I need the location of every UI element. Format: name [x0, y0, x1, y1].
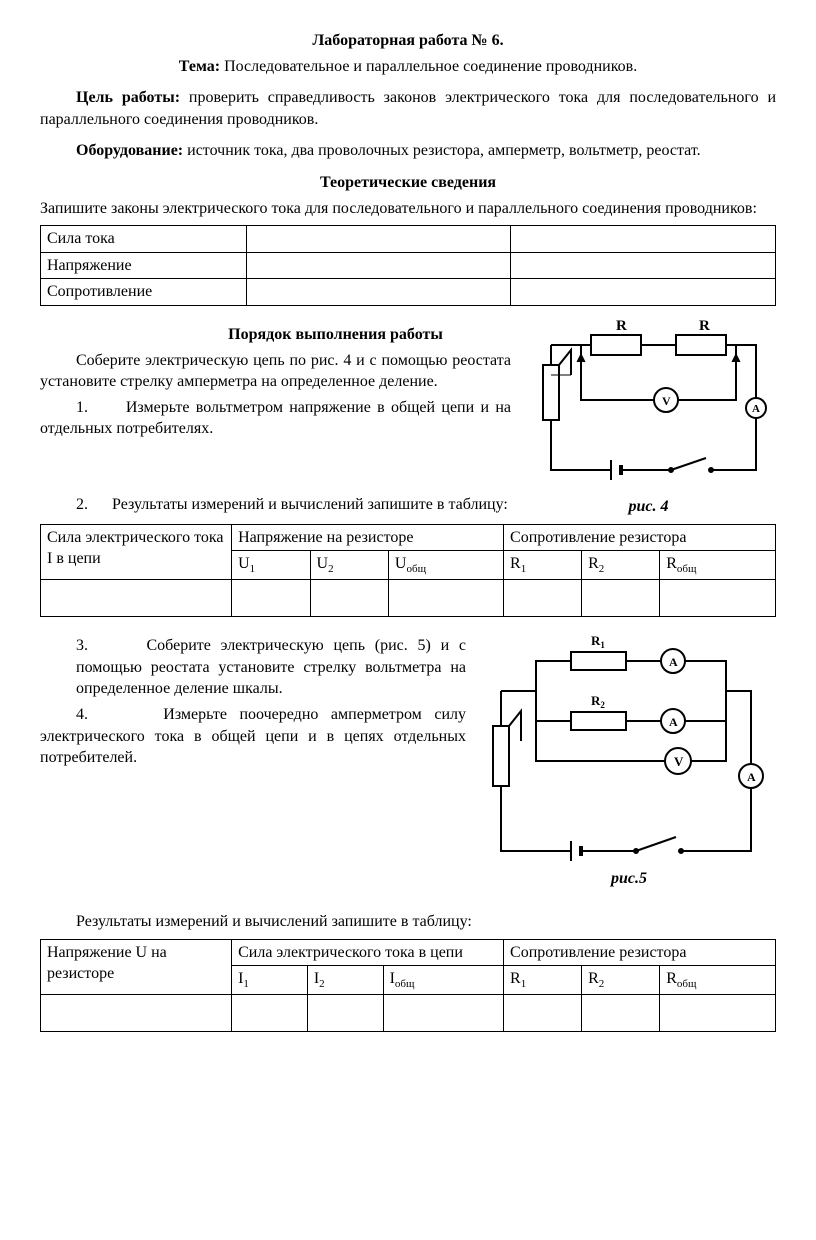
- steps34-text: 3. Соберите электрическую цепь (рис. 5) …: [40, 631, 466, 773]
- table-row: Сопротивление: [41, 279, 776, 306]
- t2-h1: Сила электрического тока I в цепи: [41, 524, 232, 580]
- table-cell: [511, 279, 776, 306]
- step2-row: 2. Результаты измерений и вычислений зап…: [40, 490, 776, 518]
- goal-label: Цель работы:: [76, 89, 180, 106]
- figure-4: R R V A: [521, 320, 776, 490]
- t3-io: Iобщ: [383, 966, 503, 995]
- results-prompt: Результаты измерений и вычислений запиши…: [40, 911, 776, 933]
- equipment-text: источник тока, два проволочных резистора…: [183, 142, 701, 159]
- table-row: Сила тока: [41, 226, 776, 253]
- table-cell: [383, 995, 503, 1032]
- step1-num: 1.: [40, 399, 126, 416]
- table-cell: [310, 580, 388, 617]
- topic-line: Тема: Последовательное и параллельное со…: [40, 56, 776, 78]
- circuit-fig5-svg: R1 R2 A A V A рис.5: [476, 631, 776, 891]
- t3-h2: Сила электрического тока в цепи: [232, 939, 504, 966]
- theory-table: Сила тока Напряжение Сопротивление: [40, 225, 776, 306]
- t2-h2: Напряжение на резисторе: [232, 524, 504, 551]
- fig5-v-label: V: [674, 754, 684, 769]
- t2-ro: Rобщ: [660, 551, 776, 580]
- step2-text: Результаты измерений и вычислений запиши…: [112, 496, 508, 513]
- equipment-paragraph: Оборудование: источник тока, два проволо…: [40, 140, 776, 162]
- table-cell: [660, 580, 776, 617]
- table-cell: [246, 226, 511, 253]
- t3-h1: Напряжение U на резисторе: [41, 939, 232, 995]
- fig5-a2-label: A: [669, 715, 678, 729]
- table-cell: [582, 580, 660, 617]
- table-cell: [388, 580, 503, 617]
- fig5-a1-label: A: [669, 655, 678, 669]
- theory-row-label: Сопротивление: [41, 279, 247, 306]
- circuit-fig4-svg: R R V A: [521, 320, 776, 490]
- goal-paragraph: Цель работы: проверить справедливость за…: [40, 87, 776, 130]
- procedure-intro: Соберите электрическую цепь по рис. 4 и …: [40, 350, 511, 393]
- t2-r2: R2: [582, 551, 660, 580]
- figure-5: R1 R2 A A V A рис.5: [476, 631, 776, 891]
- table-row: Напряжение U на резисторе Сила электриче…: [41, 939, 776, 966]
- lab-title: Лабораторная работа № 6.: [40, 30, 776, 52]
- procedure-step4: 4. Измерьте поочередно амперметром силу …: [40, 704, 466, 769]
- fig4-r2-label: R: [699, 320, 710, 334]
- table-cell: [504, 580, 582, 617]
- t2-r1: R1: [504, 551, 582, 580]
- table-row: Напряжение: [41, 252, 776, 279]
- procedure-step1: 1. Измерьте вольтметром напряжение в общ…: [40, 397, 511, 440]
- table-row: [41, 995, 776, 1032]
- fig5-caption: рис.5: [609, 870, 647, 887]
- t3-h3: Сопротивление резистора: [504, 939, 776, 966]
- t3-r1: R1: [504, 966, 582, 995]
- procedure-heading: Порядок выполнения работы: [40, 324, 511, 346]
- step2-num: 2.: [40, 496, 112, 513]
- table-cell: [246, 279, 511, 306]
- t3-ro: Rобщ: [660, 966, 776, 995]
- fig4-v-label: V: [662, 394, 671, 408]
- procedure-step3: 3. Соберите электрическую цепь (рис. 5) …: [40, 635, 466, 700]
- table-cell: [307, 995, 383, 1032]
- equipment-label: Оборудование:: [76, 142, 183, 159]
- table-cell: [511, 252, 776, 279]
- topic-text: Последовательное и параллельное соединен…: [220, 58, 637, 75]
- table-cell: [41, 580, 232, 617]
- t2-u1: U1: [232, 551, 310, 580]
- table-cell: [232, 995, 308, 1032]
- table-cell: [660, 995, 776, 1032]
- fig5-r2-label: R2: [591, 693, 605, 710]
- t2-h3: Сопротивление резистора: [504, 524, 776, 551]
- procedure-block: Порядок выполнения работы Соберите элект…: [40, 320, 776, 490]
- t2-u2: U2: [310, 551, 388, 580]
- fig5-amain-label: A: [747, 770, 756, 784]
- table-row: [41, 580, 776, 617]
- table-cell: [232, 580, 310, 617]
- table-cell: [504, 995, 582, 1032]
- theory-row-label: Напряжение: [41, 252, 247, 279]
- procedure-step2: 2. Результаты измерений и вычислений зап…: [40, 494, 521, 516]
- step4-num: 4.: [40, 706, 163, 723]
- measurements-table-2: Напряжение U на резисторе Сила электриче…: [40, 939, 776, 1033]
- steps34-block: 3. Соберите электрическую цепь (рис. 5) …: [40, 631, 776, 891]
- fig5-r1-label: R1: [591, 633, 605, 650]
- t3-r2: R2: [582, 966, 660, 995]
- t3-i1: I1: [232, 966, 308, 995]
- topic-label: Тема:: [179, 58, 220, 75]
- t2-uo: Uобщ: [388, 551, 503, 580]
- fig4-caption: рис. 4: [521, 496, 776, 518]
- table-cell: [582, 995, 660, 1032]
- theory-prompt: Запишите законы электрического тока для …: [40, 198, 776, 220]
- theory-heading: Теоретические сведения: [40, 172, 776, 194]
- procedure-text-col: Порядок выполнения работы Соберите элект…: [40, 320, 511, 444]
- fig4-a-label: A: [752, 403, 760, 415]
- table-cell: [511, 226, 776, 253]
- fig4-r1-label: R: [616, 320, 627, 334]
- t3-i2: I2: [307, 966, 383, 995]
- measurements-table-1: Сила электрического тока I в цепи Напряж…: [40, 524, 776, 618]
- table-cell: [41, 995, 232, 1032]
- step3-num: 3.: [76, 637, 147, 654]
- theory-row-label: Сила тока: [41, 226, 247, 253]
- table-row: Сила электрического тока I в цепи Напряж…: [41, 524, 776, 551]
- table-cell: [246, 252, 511, 279]
